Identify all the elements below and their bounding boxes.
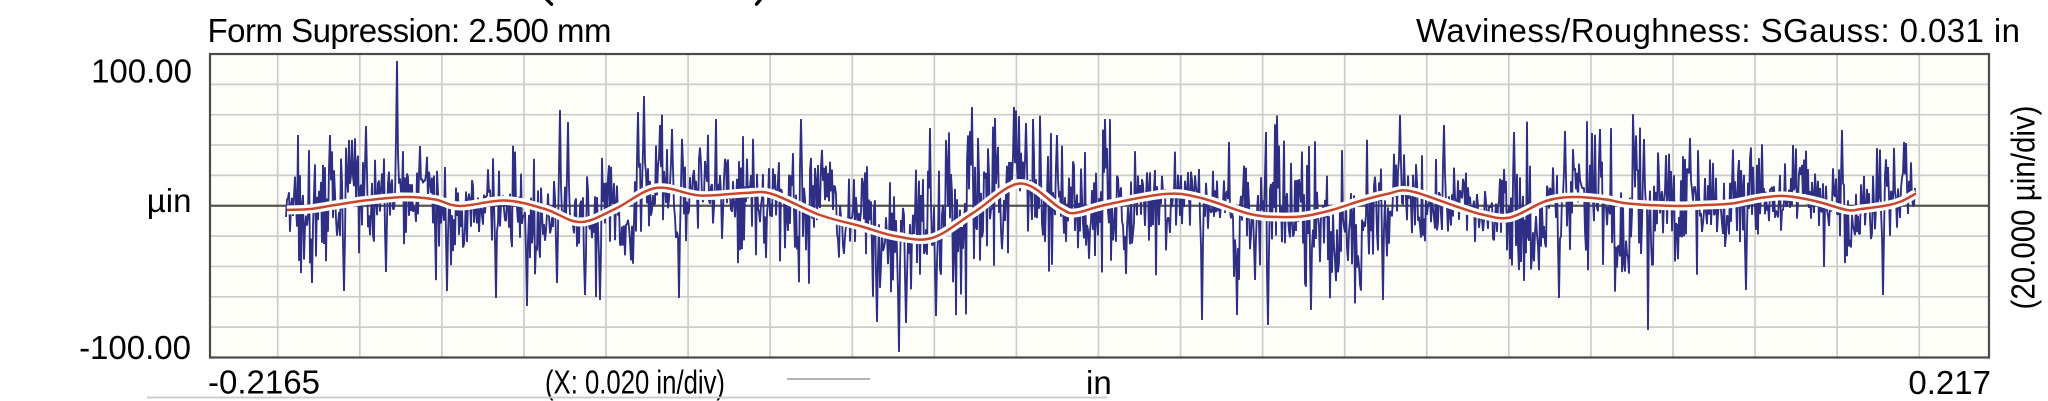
svg-text:-0.2165: -0.2165 xyxy=(208,364,320,401)
svg-text:-100.00: -100.00 xyxy=(79,329,191,366)
svg-text:100.00: 100.00 xyxy=(91,53,192,90)
svg-text:µin: µin xyxy=(147,182,192,219)
svg-text:Waviness/Roughness: SGauss: 0.: Waviness/Roughness: SGauss: 0.031 in xyxy=(1416,12,2020,49)
svg-text:in: in xyxy=(1086,364,1112,401)
svg-text:(X: 0.020 in/div): (X: 0.020 in/div) xyxy=(545,364,725,401)
svg-text:(20.000 µin/div): (20.000 µin/div) xyxy=(2005,106,2042,310)
svg-text:Form Supression: 2.500 mm: Form Supression: 2.500 mm xyxy=(208,12,612,49)
svg-text:0.217: 0.217 xyxy=(1908,364,1991,401)
